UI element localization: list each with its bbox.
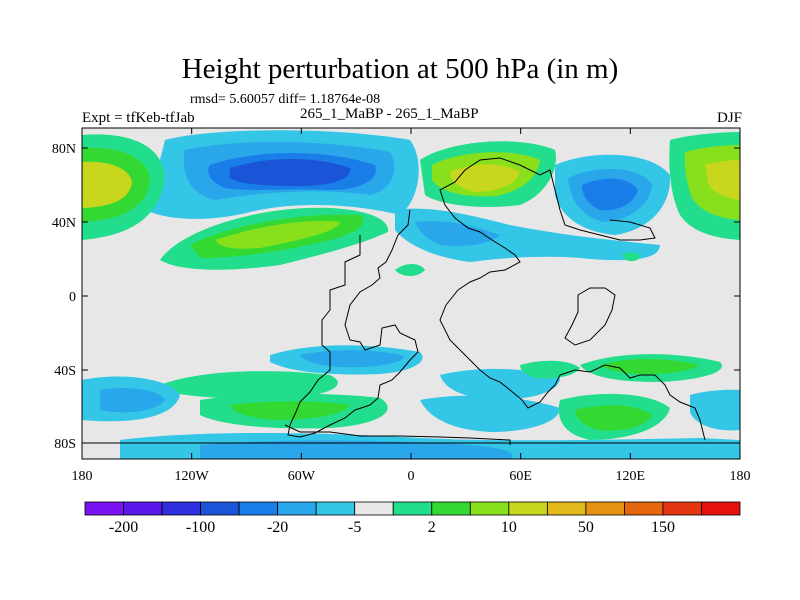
contour-region: [100, 388, 165, 413]
season-label: DJF: [716, 110, 742, 126]
contour-region: [600, 358, 700, 375]
colorbar-swatch: [315, 501, 356, 516]
experiment-label: Expt = tfKeb-tfJab: [82, 110, 195, 126]
coastline-eurasia: [439, 157, 656, 306]
x-tick-label: 120W: [175, 469, 210, 484]
contour-region: [230, 401, 350, 420]
contour-region: [160, 371, 338, 399]
colorbar-label: -100: [186, 519, 215, 536]
x-tick-label: 60E: [509, 469, 532, 484]
x-tick-label: 0: [408, 469, 415, 484]
contour-region: [415, 221, 500, 247]
y-tick-label: 80S: [54, 437, 76, 452]
contour-region: [450, 164, 520, 192]
colorbar-label: 2: [428, 519, 436, 536]
colorbar-label: 150: [651, 519, 675, 536]
coastlines: [82, 157, 740, 445]
x-tick-label: 60W: [288, 469, 316, 484]
contour-region: [440, 368, 560, 400]
colorbar-label: -200: [109, 519, 138, 536]
contour-region: [690, 389, 740, 431]
contour-region: [582, 178, 638, 211]
colorbar-swatch: [546, 501, 587, 516]
colorbar-swatch: [123, 501, 163, 516]
y-tick-label: 40N: [52, 216, 76, 231]
x-tick-label: 180: [730, 469, 751, 484]
contour-region: [575, 405, 652, 431]
x-axis: 180 120W 60W 0 60E 120E 180: [72, 128, 751, 484]
contour-region: [200, 440, 513, 459]
colorbar-swatch: [161, 501, 201, 516]
y-tick-label: 0: [69, 290, 76, 305]
contour-region: [395, 264, 425, 276]
colorbar-swatch: [392, 501, 433, 516]
x-tick-label: 120E: [616, 469, 646, 484]
colorbar-swatch: [662, 501, 702, 516]
colorbar-swatch: [200, 501, 240, 516]
contour-region: [82, 161, 132, 208]
colorbar-label: 10: [501, 519, 517, 536]
case-label: 265_1_MaBP - 265_1_MaBP: [300, 106, 479, 122]
contour-region: [230, 158, 351, 186]
colorbar-swatch: [84, 501, 124, 516]
colorbar-swatch: [701, 501, 741, 516]
colorbar-swatch: [469, 501, 510, 516]
stats-line: rmsd= 5.60057 diff= 1.18764e-08: [190, 92, 381, 107]
colorbar-swatch: [354, 501, 394, 516]
colorbar-swatch: [508, 501, 548, 516]
x-tick-label: 180: [72, 469, 93, 484]
y-tick-label: 40S: [54, 364, 76, 379]
colorbar-swatch: [238, 501, 279, 516]
colorbar-label: -20: [267, 519, 288, 536]
colorbar-swatch: [624, 501, 664, 516]
colorbar-swatch: [431, 501, 471, 516]
colorbar-swatch: [585, 501, 625, 516]
contour-region: [622, 252, 640, 262]
colorbar-label: 50: [578, 519, 594, 536]
coastline-antarctic-peninsula: [284, 424, 511, 445]
contour-region: [705, 160, 740, 200]
y-axis: 80N 40N 0 40S 80S: [52, 142, 740, 452]
contour-region: [215, 220, 340, 249]
contour-field: [82, 128, 740, 459]
colorbar-swatch: [277, 501, 317, 516]
coastline-australia: [564, 287, 616, 346]
colorbar: -200 -100 -20 -5 2 10 50 150: [84, 501, 741, 536]
coastline-americas: [287, 209, 419, 438]
coastline-africa: [439, 304, 706, 441]
map-title: Height perturbation at 500 hPa (in m): [181, 53, 619, 85]
contour-region: [395, 208, 660, 262]
colorbar-label: -5: [348, 519, 361, 536]
contour-region: [520, 360, 580, 379]
contour-region: [300, 350, 405, 368]
y-tick-label: 80N: [52, 142, 76, 157]
